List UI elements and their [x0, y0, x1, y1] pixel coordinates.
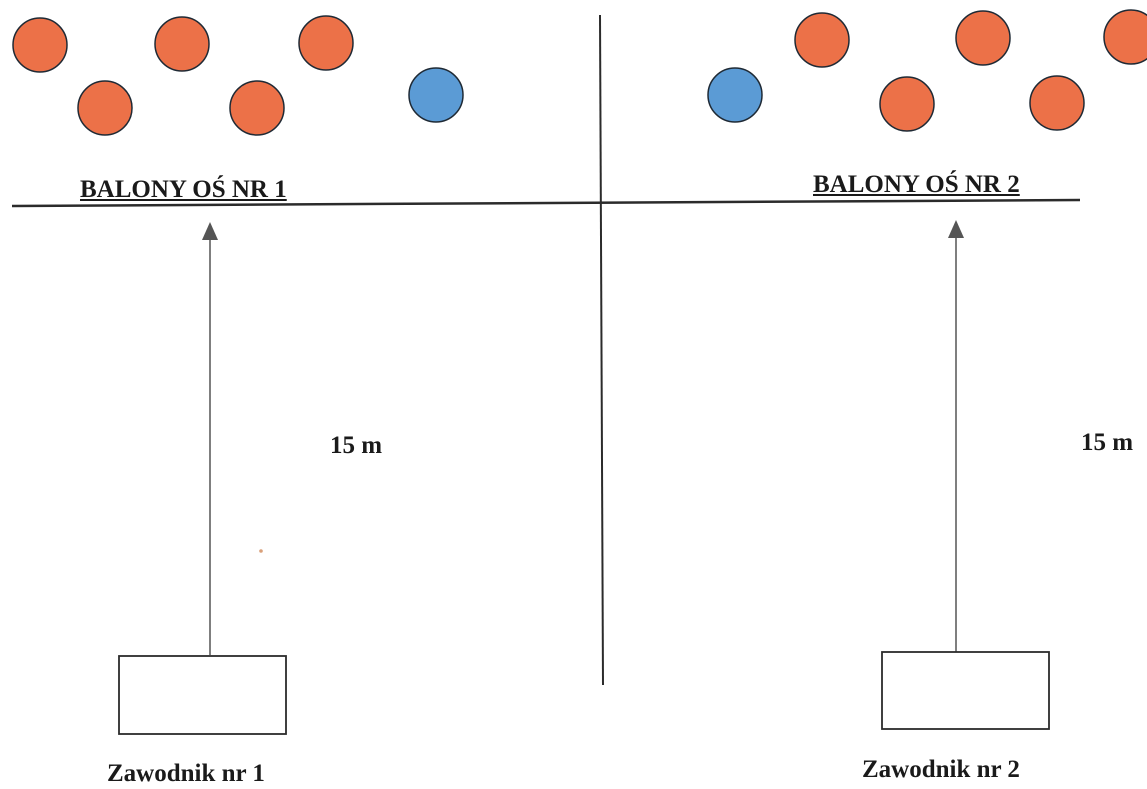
player-label-1: Zawodnik nr 1 — [107, 760, 265, 787]
stray-dot — [259, 549, 263, 553]
distance-label-2: 15 m — [1081, 429, 1134, 456]
player-label-2: Zawodnik nr 2 — [862, 756, 1020, 783]
player-box-1 — [118, 655, 287, 735]
balloon-orange-axis-2-6 — [1029, 75, 1085, 131]
balloon-group-axis-2 — [707, 9, 1147, 132]
center-divider-line — [599, 14, 604, 686]
balloon-blue-axis-1-6 — [408, 67, 464, 123]
balloon-orange-axis-2-4 — [1103, 9, 1147, 65]
balloon-orange-axis-1-1 — [12, 17, 68, 73]
balloon-group-axis-1 — [12, 15, 464, 136]
balloon-blue-axis-2-1 — [707, 67, 763, 123]
axis-label-2: BALONY OŚ NR 2 — [813, 171, 1020, 198]
player-box-2 — [881, 651, 1050, 730]
distance-label-1: 15 m — [330, 432, 383, 459]
balloon-orange-axis-2-5 — [879, 76, 935, 132]
balloon-axis-line — [11, 198, 1081, 208]
axis-label-1: BALONY OŚ NR 1 — [80, 176, 287, 203]
arrow-head-2 — [948, 220, 964, 238]
balloon-orange-axis-1-3 — [298, 15, 354, 71]
arrow-head-1 — [202, 222, 218, 240]
balloon-orange-axis-1-2 — [154, 16, 210, 72]
balloon-orange-axis-1-4 — [77, 80, 133, 136]
balloon-orange-axis-2-2 — [794, 12, 850, 68]
balloon-orange-axis-2-3 — [955, 10, 1011, 66]
balloon-orange-axis-1-5 — [229, 80, 285, 136]
